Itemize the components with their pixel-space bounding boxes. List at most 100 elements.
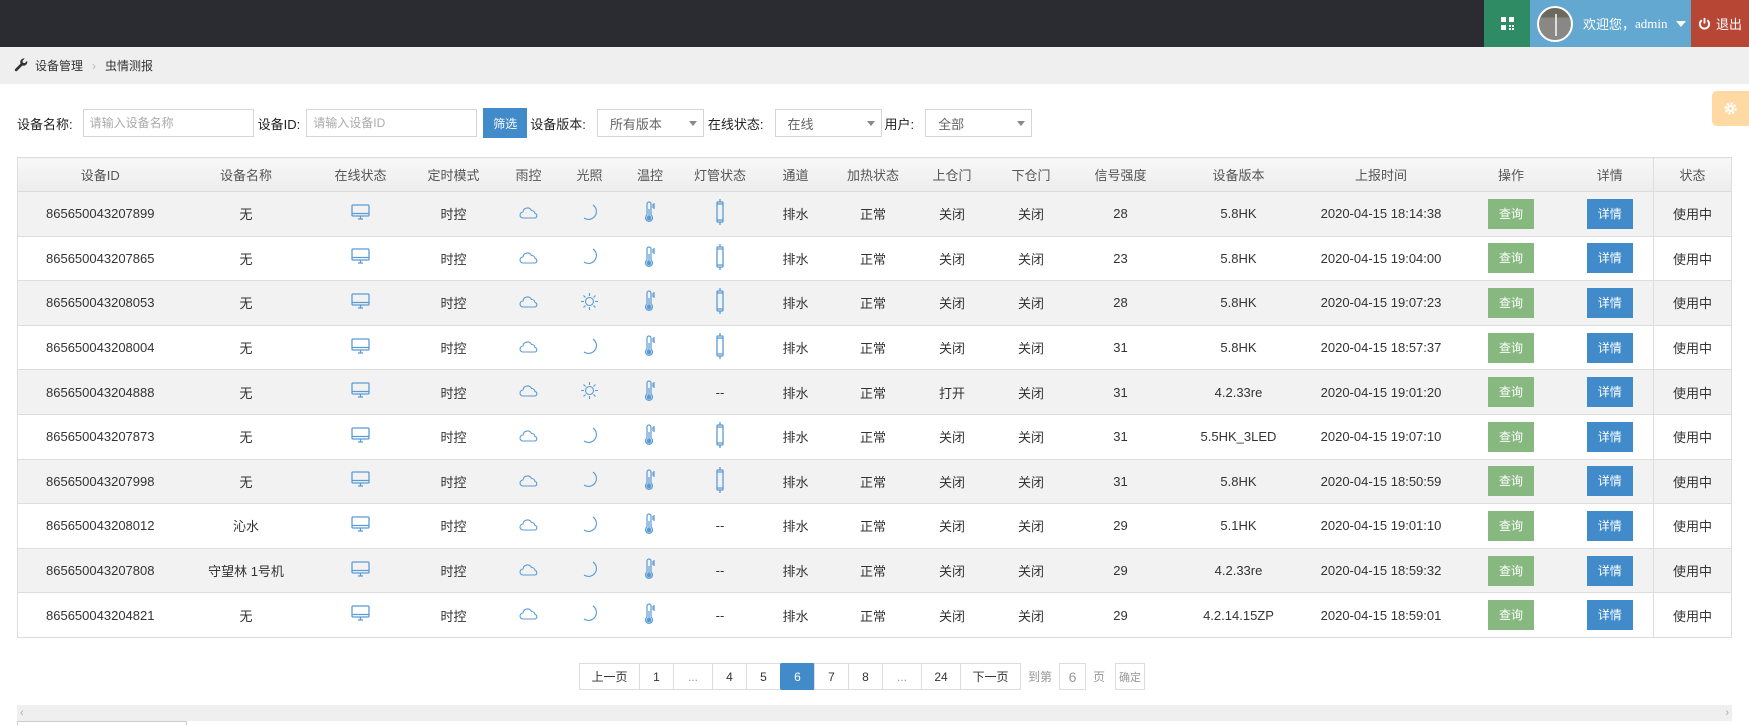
cell-heat: 正常 bbox=[833, 191, 913, 237]
thermometer-icon bbox=[644, 246, 656, 271]
detail-button[interactable]: 详情 bbox=[1586, 377, 1633, 408]
query-button[interactable]: 查询 bbox=[1488, 377, 1534, 408]
device-name-input[interactable] bbox=[82, 109, 254, 137]
detail-button[interactable]: 详情 bbox=[1586, 466, 1633, 497]
query-button[interactable]: 查询 bbox=[1488, 421, 1534, 452]
cell-name: 无 bbox=[182, 369, 310, 415]
cell-name: 守望林 1号机 bbox=[182, 548, 310, 594]
cell-op: 查询 bbox=[1455, 236, 1567, 282]
cell-status: 使用中 bbox=[1653, 236, 1732, 282]
monitor-icon bbox=[351, 337, 370, 358]
query-button[interactable]: 查询 bbox=[1488, 510, 1534, 541]
query-button[interactable]: 查询 bbox=[1488, 600, 1534, 631]
page-button-24[interactable]: 24 bbox=[921, 663, 961, 690]
monitor-icon bbox=[351, 248, 370, 268]
cell-version: 5.8HK bbox=[1170, 191, 1307, 237]
table-row: 865650043204821 无时控 -- 排水 正常 关闭 关闭 29 4.2.14.15Z… bbox=[17, 592, 1732, 638]
cell-upper: 关闭 bbox=[912, 325, 992, 371]
device-id-label: 设备ID: bbox=[257, 116, 301, 132]
cell-heat: 正常 bbox=[833, 503, 913, 549]
cell-lower: 关闭 bbox=[991, 503, 1071, 549]
device-id-input[interactable] bbox=[306, 109, 478, 137]
scroll-left-icon[interactable]: ‹ bbox=[20, 707, 24, 719]
breadcrumb-item-device-management[interactable]: 设备管理 bbox=[35, 59, 84, 73]
pagination-ellipsis: ... bbox=[673, 663, 713, 690]
user-select[interactable]: 全部 bbox=[925, 109, 1033, 137]
cell-time: 2020-04-15 18:50:59 bbox=[1306, 459, 1456, 505]
cell-detail: 详情 bbox=[1566, 592, 1654, 638]
detail-button[interactable]: 详情 bbox=[1586, 332, 1633, 363]
monitor-icon bbox=[351, 560, 370, 581]
detail-button[interactable]: 详情 bbox=[1586, 600, 1633, 631]
cloud-icon bbox=[519, 251, 539, 267]
online-status-select[interactable]: 在线 bbox=[774, 109, 882, 137]
qrcode-button[interactable] bbox=[1484, 0, 1530, 47]
detail-button[interactable]: 详情 bbox=[1586, 198, 1633, 229]
lamp-tube-icon bbox=[715, 288, 725, 317]
cell-time: 2020-04-15 18:59:32 bbox=[1306, 548, 1456, 594]
settings-button[interactable] bbox=[1712, 91, 1749, 126]
cell-signal: 29 bbox=[1070, 503, 1171, 549]
user-menu[interactable]: 欢迎您， admin bbox=[1530, 0, 1691, 47]
query-button[interactable]: 查询 bbox=[1488, 287, 1534, 318]
next-page-button[interactable]: 下一页 bbox=[960, 663, 1021, 690]
cell-light bbox=[561, 414, 618, 460]
query-button[interactable]: 查询 bbox=[1488, 198, 1534, 229]
power-icon bbox=[1698, 17, 1710, 30]
cloud-icon bbox=[519, 474, 539, 490]
detail-button[interactable]: 详情 bbox=[1586, 510, 1633, 541]
pagination: 上一页 1... 4 5 6 7 8... 24 下一页 到第 6 页确定 bbox=[579, 663, 1146, 690]
prev-page-button[interactable]: 上一页 bbox=[579, 663, 640, 690]
page-button-1[interactable]: 1 bbox=[639, 663, 674, 690]
cell-heat: 正常 bbox=[833, 325, 913, 371]
version-select-value: 所有版本 bbox=[609, 116, 662, 132]
detail-button[interactable]: 详情 bbox=[1586, 555, 1633, 586]
cell-name: 无 bbox=[182, 280, 310, 326]
detail-button[interactable]: 详情 bbox=[1586, 421, 1633, 452]
cloud-icon bbox=[519, 518, 539, 534]
cell-version: 5.8HK bbox=[1170, 280, 1307, 326]
monitor-icon bbox=[351, 427, 370, 447]
scroll-right-icon[interactable]: › bbox=[1725, 707, 1729, 719]
cell-status: 使用中 bbox=[1653, 548, 1732, 594]
sun-icon bbox=[580, 381, 599, 403]
cell-rain bbox=[495, 503, 562, 549]
lamp-tube-icon bbox=[715, 466, 725, 496]
cell-status: 使用中 bbox=[1653, 503, 1732, 549]
logout-button[interactable]: 退出 bbox=[1691, 0, 1749, 47]
cloud-icon bbox=[519, 563, 539, 579]
cell-heat: 正常 bbox=[833, 369, 913, 415]
moon-icon bbox=[582, 561, 598, 581]
cell-id: 865650043207865 bbox=[17, 236, 183, 282]
page-button-7[interactable]: 7 bbox=[814, 663, 849, 690]
column-header: 设备ID bbox=[17, 157, 183, 192]
page-button-6[interactable]: 6 bbox=[780, 663, 815, 690]
query-button[interactable]: 查询 bbox=[1488, 332, 1534, 363]
cell-version: 5.8HK bbox=[1170, 236, 1307, 282]
cell-temp bbox=[617, 369, 683, 415]
thermometer-icon bbox=[644, 380, 656, 405]
page-button-8[interactable]: 8 bbox=[848, 663, 883, 690]
breadcrumb: 设备管理 › 虫情测报 bbox=[0, 47, 1749, 84]
chevron-down-icon bbox=[1017, 120, 1026, 126]
filter-button[interactable]: 筛选 bbox=[483, 108, 528, 138]
thermometer-icon bbox=[644, 603, 656, 628]
query-button[interactable]: 查询 bbox=[1488, 466, 1534, 497]
goto-page-input[interactable]: 6 bbox=[1059, 663, 1087, 690]
cell-time: 2020-04-15 19:01:10 bbox=[1306, 503, 1456, 549]
detail-button[interactable]: 详情 bbox=[1586, 243, 1633, 274]
query-button[interactable]: 查询 bbox=[1488, 555, 1534, 586]
cell-upper: 关闭 bbox=[912, 592, 992, 638]
table-row: 865650043207865 无时控 排水 正常 关闭 关闭 23 5.8HK 2020-04… bbox=[17, 236, 1732, 282]
horizontal-scrollbar[interactable]: ‹ › bbox=[17, 705, 1732, 721]
page-button-5[interactable]: 5 bbox=[746, 663, 781, 690]
cell-timer: 时控 bbox=[411, 503, 496, 549]
cell-channel: 排水 bbox=[757, 236, 834, 282]
version-select[interactable]: 所有版本 bbox=[596, 109, 704, 137]
detail-button[interactable]: 详情 bbox=[1586, 287, 1633, 318]
confirm-button[interactable]: 确定 bbox=[1115, 663, 1146, 690]
thermometer-icon bbox=[644, 424, 656, 449]
moon-icon bbox=[582, 204, 598, 224]
query-button[interactable]: 查询 bbox=[1488, 243, 1534, 274]
page-button-4[interactable]: 4 bbox=[712, 663, 747, 690]
